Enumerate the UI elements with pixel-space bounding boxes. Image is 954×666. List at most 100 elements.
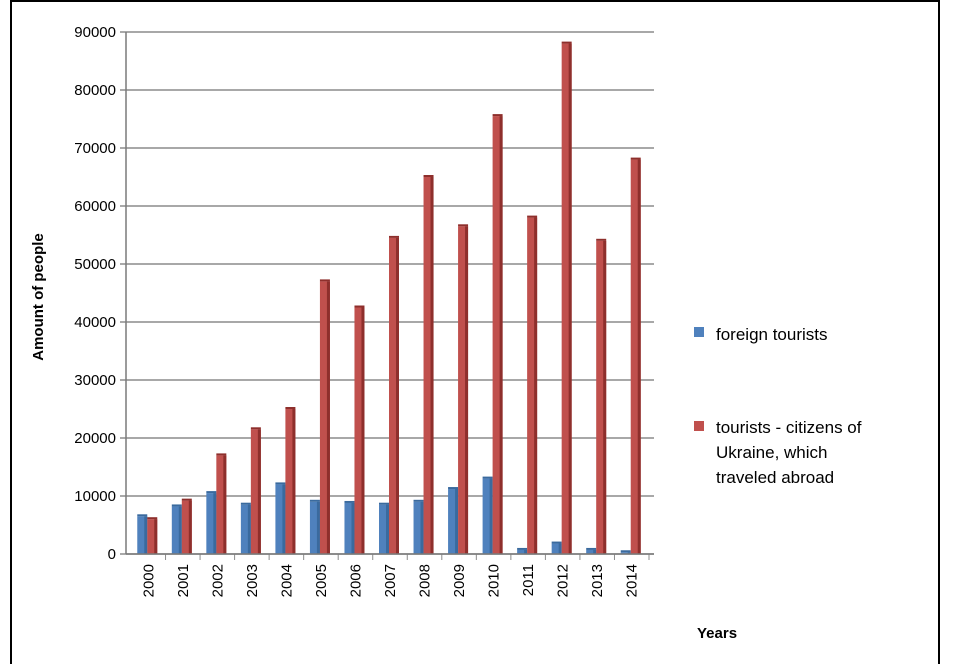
bar-top — [620, 550, 631, 553]
bar-ukraine-citizens — [527, 217, 538, 554]
bar-shade — [178, 506, 182, 554]
y-tick-label: 0 — [108, 546, 116, 563]
bar-top — [354, 305, 365, 308]
y-tick-label: 10000 — [74, 488, 116, 505]
bar-top — [586, 547, 597, 550]
x-tick-label: 2012 — [555, 564, 572, 597]
bar-ukraine-citizens — [458, 226, 469, 555]
bar-shade — [396, 237, 399, 554]
x-tick-label: 2006 — [347, 564, 364, 597]
bar-shade — [499, 116, 503, 554]
bar-foreign-tourists — [240, 504, 251, 554]
bar-top — [181, 498, 192, 501]
bar-ukraine-citizens — [216, 455, 227, 554]
bar-ukraine-citizens — [181, 500, 192, 554]
y-tick-label: 80000 — [74, 82, 116, 99]
gridlines — [120, 31, 654, 555]
bar-foreign-tourists — [413, 501, 424, 554]
bar-foreign-tourists — [309, 501, 320, 554]
bar-shade — [455, 489, 459, 554]
bar-top — [240, 502, 251, 505]
bar-foreign-tourists — [171, 506, 182, 554]
bar-top — [630, 157, 641, 160]
bar-top — [137, 514, 148, 517]
legend-label-line-2: Ukraine, which — [716, 443, 828, 462]
x-tick-label: 2000 — [140, 564, 157, 597]
bar-shade — [292, 409, 296, 554]
bar-top — [527, 215, 538, 218]
bar-ukraine-citizens — [389, 237, 399, 554]
legend-label-foreign-tourists: foreign tourists — [716, 325, 828, 344]
legend-label-line-3: traveled abroad — [716, 468, 834, 487]
bar-shade — [282, 484, 286, 554]
bar-top — [482, 476, 493, 479]
bar-top — [171, 504, 182, 507]
bar-top — [309, 499, 320, 502]
bar-shade — [154, 519, 158, 554]
y-tick-label: 70000 — [74, 140, 116, 157]
bar-ukraine-citizens — [630, 159, 641, 554]
bar-shade — [188, 500, 192, 554]
bar-shade — [593, 549, 597, 554]
legend-swatch-foreign-tourists — [694, 327, 704, 337]
bar-ukraine-citizens — [354, 307, 365, 554]
bar-foreign-tourists — [551, 543, 562, 554]
x-tick-label: 2001 — [175, 564, 192, 597]
bar-top — [492, 114, 503, 117]
bar-top — [458, 224, 469, 227]
bar-top — [206, 491, 217, 494]
bar-ukraine-citizens — [492, 116, 503, 554]
y-tick-label: 50000 — [74, 256, 116, 273]
bar-top — [275, 482, 286, 485]
y-tick-label: 60000 — [74, 198, 116, 215]
y-tick-label: 90000 — [74, 24, 116, 41]
x-tick-label: 2007 — [382, 564, 399, 597]
bar-shade — [558, 543, 562, 554]
x-tick-label: 2005 — [313, 564, 330, 597]
x-tick-label: 2002 — [209, 564, 226, 597]
bar-top — [285, 407, 296, 409]
bar-foreign-tourists — [482, 478, 493, 554]
bar-shade — [489, 478, 493, 554]
bar-ukraine-citizens — [147, 519, 158, 554]
bar-top — [413, 499, 424, 502]
bar-shade — [316, 501, 320, 554]
bar-foreign-tourists — [620, 552, 631, 554]
bar-foreign-tourists — [379, 504, 389, 554]
legend: foreign tourists tourists - citizens of … — [694, 325, 866, 487]
x-tick-label: 2011 — [520, 564, 537, 596]
bar-ukraine-citizens — [319, 281, 330, 554]
bar-shade — [430, 177, 434, 554]
y-axis-title: Amount of people — [30, 233, 47, 361]
bar-foreign-tourists — [586, 549, 597, 554]
y-tick-labels: 0 10000 20000 30000 40000 50000 60000 70000 8000… — [74, 24, 116, 563]
bar-shade — [144, 516, 148, 554]
y-tick-label: 20000 — [74, 430, 116, 447]
bar-top — [551, 541, 562, 544]
chart-frame — [10, 0, 940, 664]
bar-foreign-tourists — [448, 489, 459, 554]
bar-top — [561, 41, 572, 44]
x-tick-label: 2013 — [589, 564, 606, 597]
bar-ukraine-citizens — [250, 429, 261, 554]
bar-shade — [223, 455, 227, 554]
bar-shade — [326, 281, 330, 554]
bar-shade — [213, 493, 217, 554]
bar-ukraine-citizens — [423, 177, 434, 554]
bar-shade — [637, 159, 641, 554]
legend-label-line-1: tourists - citizens of — [716, 418, 862, 437]
y-tick-label: 30000 — [74, 372, 116, 389]
legend-label-ukraine-citizens: tourists - citizens of Ukraine, which tr… — [716, 418, 866, 487]
y-tick-label: 40000 — [74, 314, 116, 331]
bar-top — [147, 517, 158, 520]
bar-foreign-tourists — [137, 516, 148, 554]
bar-top — [596, 238, 607, 241]
x-tick-label: 2014 — [624, 564, 641, 597]
bar-top — [250, 427, 261, 430]
bar-shade — [257, 429, 261, 554]
bar-foreign-tourists — [206, 493, 217, 554]
bar-foreign-tourists — [517, 549, 528, 554]
bar-foreign-tourists — [275, 484, 286, 554]
x-tick-label: 2004 — [278, 564, 295, 597]
